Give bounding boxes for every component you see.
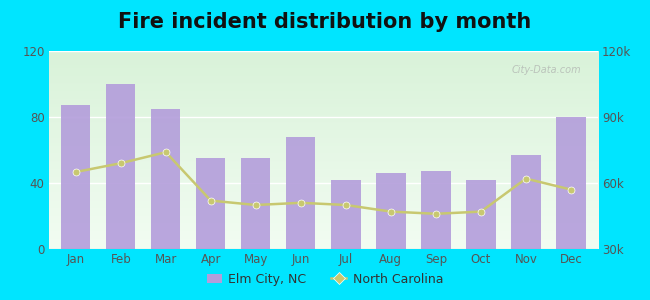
Legend: Elm City, NC, North Carolina: Elm City, NC, North Carolina (202, 268, 448, 291)
Bar (376, 173, 406, 249)
Bar (196, 158, 226, 249)
Bar (151, 109, 181, 249)
Bar (512, 155, 541, 249)
Bar (241, 158, 270, 249)
Bar (61, 105, 90, 249)
Bar (556, 117, 586, 249)
Bar (286, 137, 315, 249)
Bar (421, 171, 450, 249)
Text: Fire incident distribution by month: Fire incident distribution by month (118, 12, 532, 32)
Bar (466, 180, 495, 249)
Text: City-Data.com: City-Data.com (512, 65, 582, 75)
Bar (332, 180, 361, 249)
Bar (106, 84, 135, 249)
